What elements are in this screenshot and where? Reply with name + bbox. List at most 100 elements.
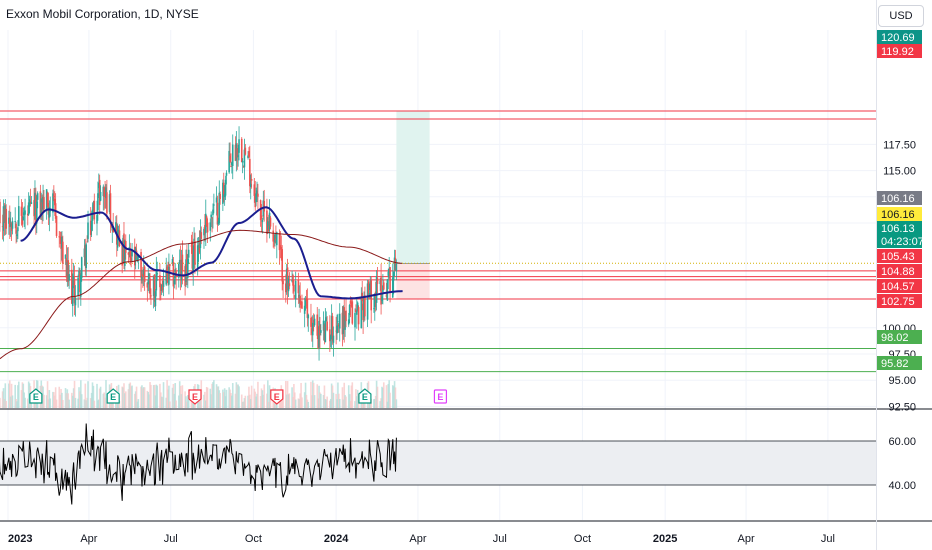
candle-body bbox=[284, 283, 287, 293]
price-badge-bg bbox=[877, 221, 922, 235]
candle bbox=[109, 184, 112, 233]
earnings-marker: E bbox=[188, 389, 202, 405]
candle-body bbox=[326, 321, 328, 331]
candle bbox=[230, 153, 232, 168]
candle bbox=[313, 314, 316, 327]
candle bbox=[80, 256, 83, 282]
volume-bar bbox=[83, 399, 86, 408]
volume-bar bbox=[249, 398, 252, 408]
candle-body bbox=[161, 280, 164, 290]
volume-bar bbox=[351, 382, 354, 408]
candle-body bbox=[35, 201, 38, 224]
candle-body bbox=[223, 193, 226, 198]
volume-bar bbox=[187, 395, 189, 408]
candle bbox=[98, 174, 101, 215]
volume-bar bbox=[54, 387, 57, 408]
volume-bar bbox=[241, 401, 244, 408]
volume-bar bbox=[154, 395, 157, 408]
candle bbox=[162, 268, 165, 297]
time-axis-label: 2024 bbox=[324, 533, 349, 545]
candle bbox=[53, 185, 55, 202]
candle-body bbox=[282, 280, 284, 285]
candle-body bbox=[336, 325, 338, 334]
volume-bar bbox=[68, 399, 70, 408]
candle bbox=[148, 272, 150, 294]
candle-body bbox=[0, 201, 1, 224]
candle-body bbox=[108, 194, 111, 212]
candle bbox=[345, 298, 347, 328]
candle-body bbox=[259, 200, 262, 221]
candle-body bbox=[256, 190, 258, 197]
candle-body bbox=[194, 241, 196, 265]
earnings-badge-shape bbox=[29, 388, 43, 404]
candle-body bbox=[115, 222, 117, 231]
price-badge: 04:23:07 bbox=[877, 234, 924, 248]
candle-body bbox=[356, 302, 359, 311]
volume-bar bbox=[215, 384, 218, 408]
candle-body bbox=[350, 301, 353, 307]
candle-body bbox=[318, 320, 320, 348]
candle-body bbox=[22, 216, 25, 221]
candle-body bbox=[269, 217, 272, 227]
candle bbox=[356, 301, 359, 312]
rsi-axis: 60.00 40.00 bbox=[888, 436, 916, 492]
volume-bar bbox=[198, 399, 201, 408]
volume-bar bbox=[279, 398, 282, 408]
candle bbox=[39, 184, 42, 220]
volume-bar bbox=[185, 396, 187, 408]
red-moving-average-line bbox=[0, 229, 403, 360]
candle-body bbox=[153, 274, 156, 302]
volume-bar bbox=[136, 401, 139, 408]
candle bbox=[14, 207, 16, 229]
volume-bar bbox=[376, 386, 379, 408]
candle-body bbox=[241, 161, 244, 163]
candle bbox=[344, 310, 346, 337]
candle bbox=[4, 199, 7, 236]
volume-bar bbox=[263, 384, 266, 408]
candle bbox=[89, 207, 92, 241]
candle-body bbox=[150, 295, 152, 297]
candle-body bbox=[243, 149, 246, 168]
candle bbox=[102, 184, 105, 211]
candle-body bbox=[379, 281, 381, 285]
candle-body bbox=[53, 198, 56, 206]
volume-bar bbox=[387, 383, 390, 408]
candle-body bbox=[209, 222, 212, 231]
volume-bar bbox=[204, 400, 207, 408]
candle-body bbox=[217, 221, 220, 225]
candle bbox=[187, 244, 190, 264]
candle-body bbox=[169, 264, 171, 267]
candle-body bbox=[250, 179, 253, 181]
candle-body bbox=[197, 244, 200, 249]
volume-bar bbox=[288, 393, 291, 408]
volume-bar bbox=[103, 392, 105, 408]
candle-body bbox=[280, 246, 283, 250]
volume-bar bbox=[206, 387, 209, 408]
candle-body bbox=[96, 215, 98, 224]
volume-bar bbox=[234, 393, 237, 408]
candle bbox=[311, 316, 313, 342]
candle bbox=[30, 195, 33, 205]
candle bbox=[229, 142, 231, 163]
candle bbox=[278, 229, 281, 265]
candle-body bbox=[77, 277, 79, 296]
candle bbox=[186, 245, 188, 286]
candle-body bbox=[244, 147, 247, 155]
candle-body bbox=[231, 162, 233, 165]
candle-body bbox=[53, 195, 55, 197]
candle bbox=[106, 179, 108, 220]
currency-selector[interactable]: USD bbox=[878, 5, 924, 27]
candle-body bbox=[33, 200, 35, 217]
candle bbox=[58, 230, 61, 248]
volume-bar bbox=[97, 400, 99, 408]
candle-body bbox=[344, 315, 346, 330]
candle-body bbox=[204, 224, 206, 234]
volume-bar bbox=[318, 385, 320, 408]
volume-bar bbox=[10, 383, 13, 408]
volume-bar bbox=[259, 396, 262, 408]
volume-bar bbox=[205, 386, 208, 408]
candle-body bbox=[255, 193, 257, 203]
candle-body bbox=[200, 232, 203, 239]
volume-bar bbox=[262, 394, 265, 408]
